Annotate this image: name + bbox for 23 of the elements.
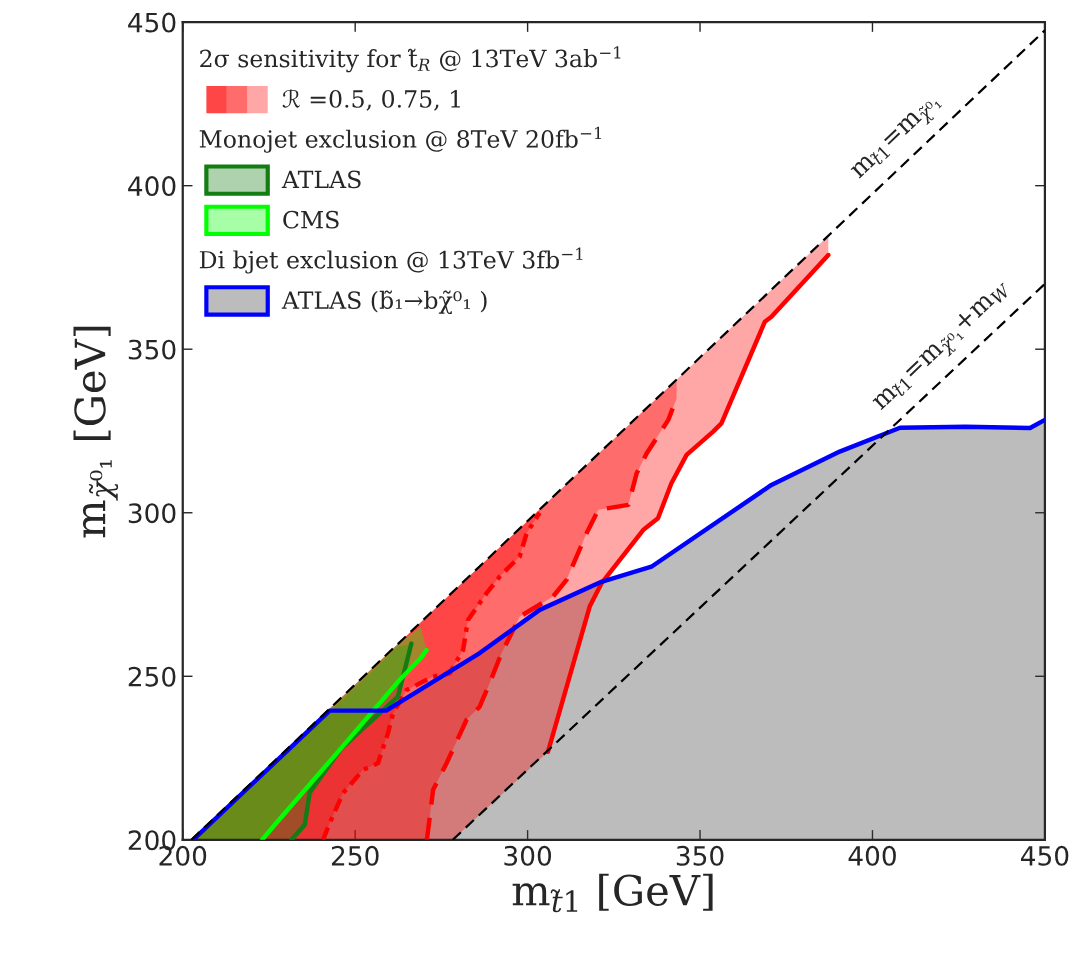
x-tick-label: 250	[331, 845, 379, 866]
y-tick-label: 450	[128, 12, 176, 33]
legend-label: CMS	[283, 210, 339, 229]
line-series	[259, 647, 429, 840]
annotation: m$_{t̃1}$=m$_{χ̃⁰₁}$	[850, 93, 945, 185]
annotation: Di bjet exclusion @ 13TeV 3fb$^{−1}$	[199, 247, 583, 274]
x-tick-label: 400	[848, 845, 896, 866]
y-tick-label: 350	[128, 339, 176, 360]
x-axis-title: m$_{t̃1}$ [GeV]	[512, 873, 713, 913]
line-series	[320, 510, 542, 840]
x-tick-label: 300	[504, 845, 552, 866]
annotation: 2σ sensitivity for t̃$_{R}$ @ 13TeV 3ab$^{−1}$	[200, 46, 621, 73]
y-tick-label: 250	[128, 666, 176, 687]
legend-label: ℛ =0.5, 0.75, 1	[282, 89, 460, 111]
annotation: Monojet exclusion @ 8TeV 20fb$^{−1}$	[199, 126, 602, 153]
x-tick-label: 350	[676, 845, 724, 866]
y-tick-label: 300	[128, 503, 176, 524]
legend-label: ATLAS (b̃₁→bχ̃⁰₁ )	[281, 290, 487, 315]
y-axis-title: m$_{χ̃⁰₁}$ [GeV]	[73, 326, 119, 538]
y-tick-label: 400	[128, 176, 176, 197]
x-tick-label: 450	[1021, 845, 1069, 866]
annotation: m$_{t̃1}$=m$_{χ̃⁰₁}$+m$_{W}$	[870, 277, 1015, 416]
legend-label: ATLAS	[281, 170, 361, 189]
